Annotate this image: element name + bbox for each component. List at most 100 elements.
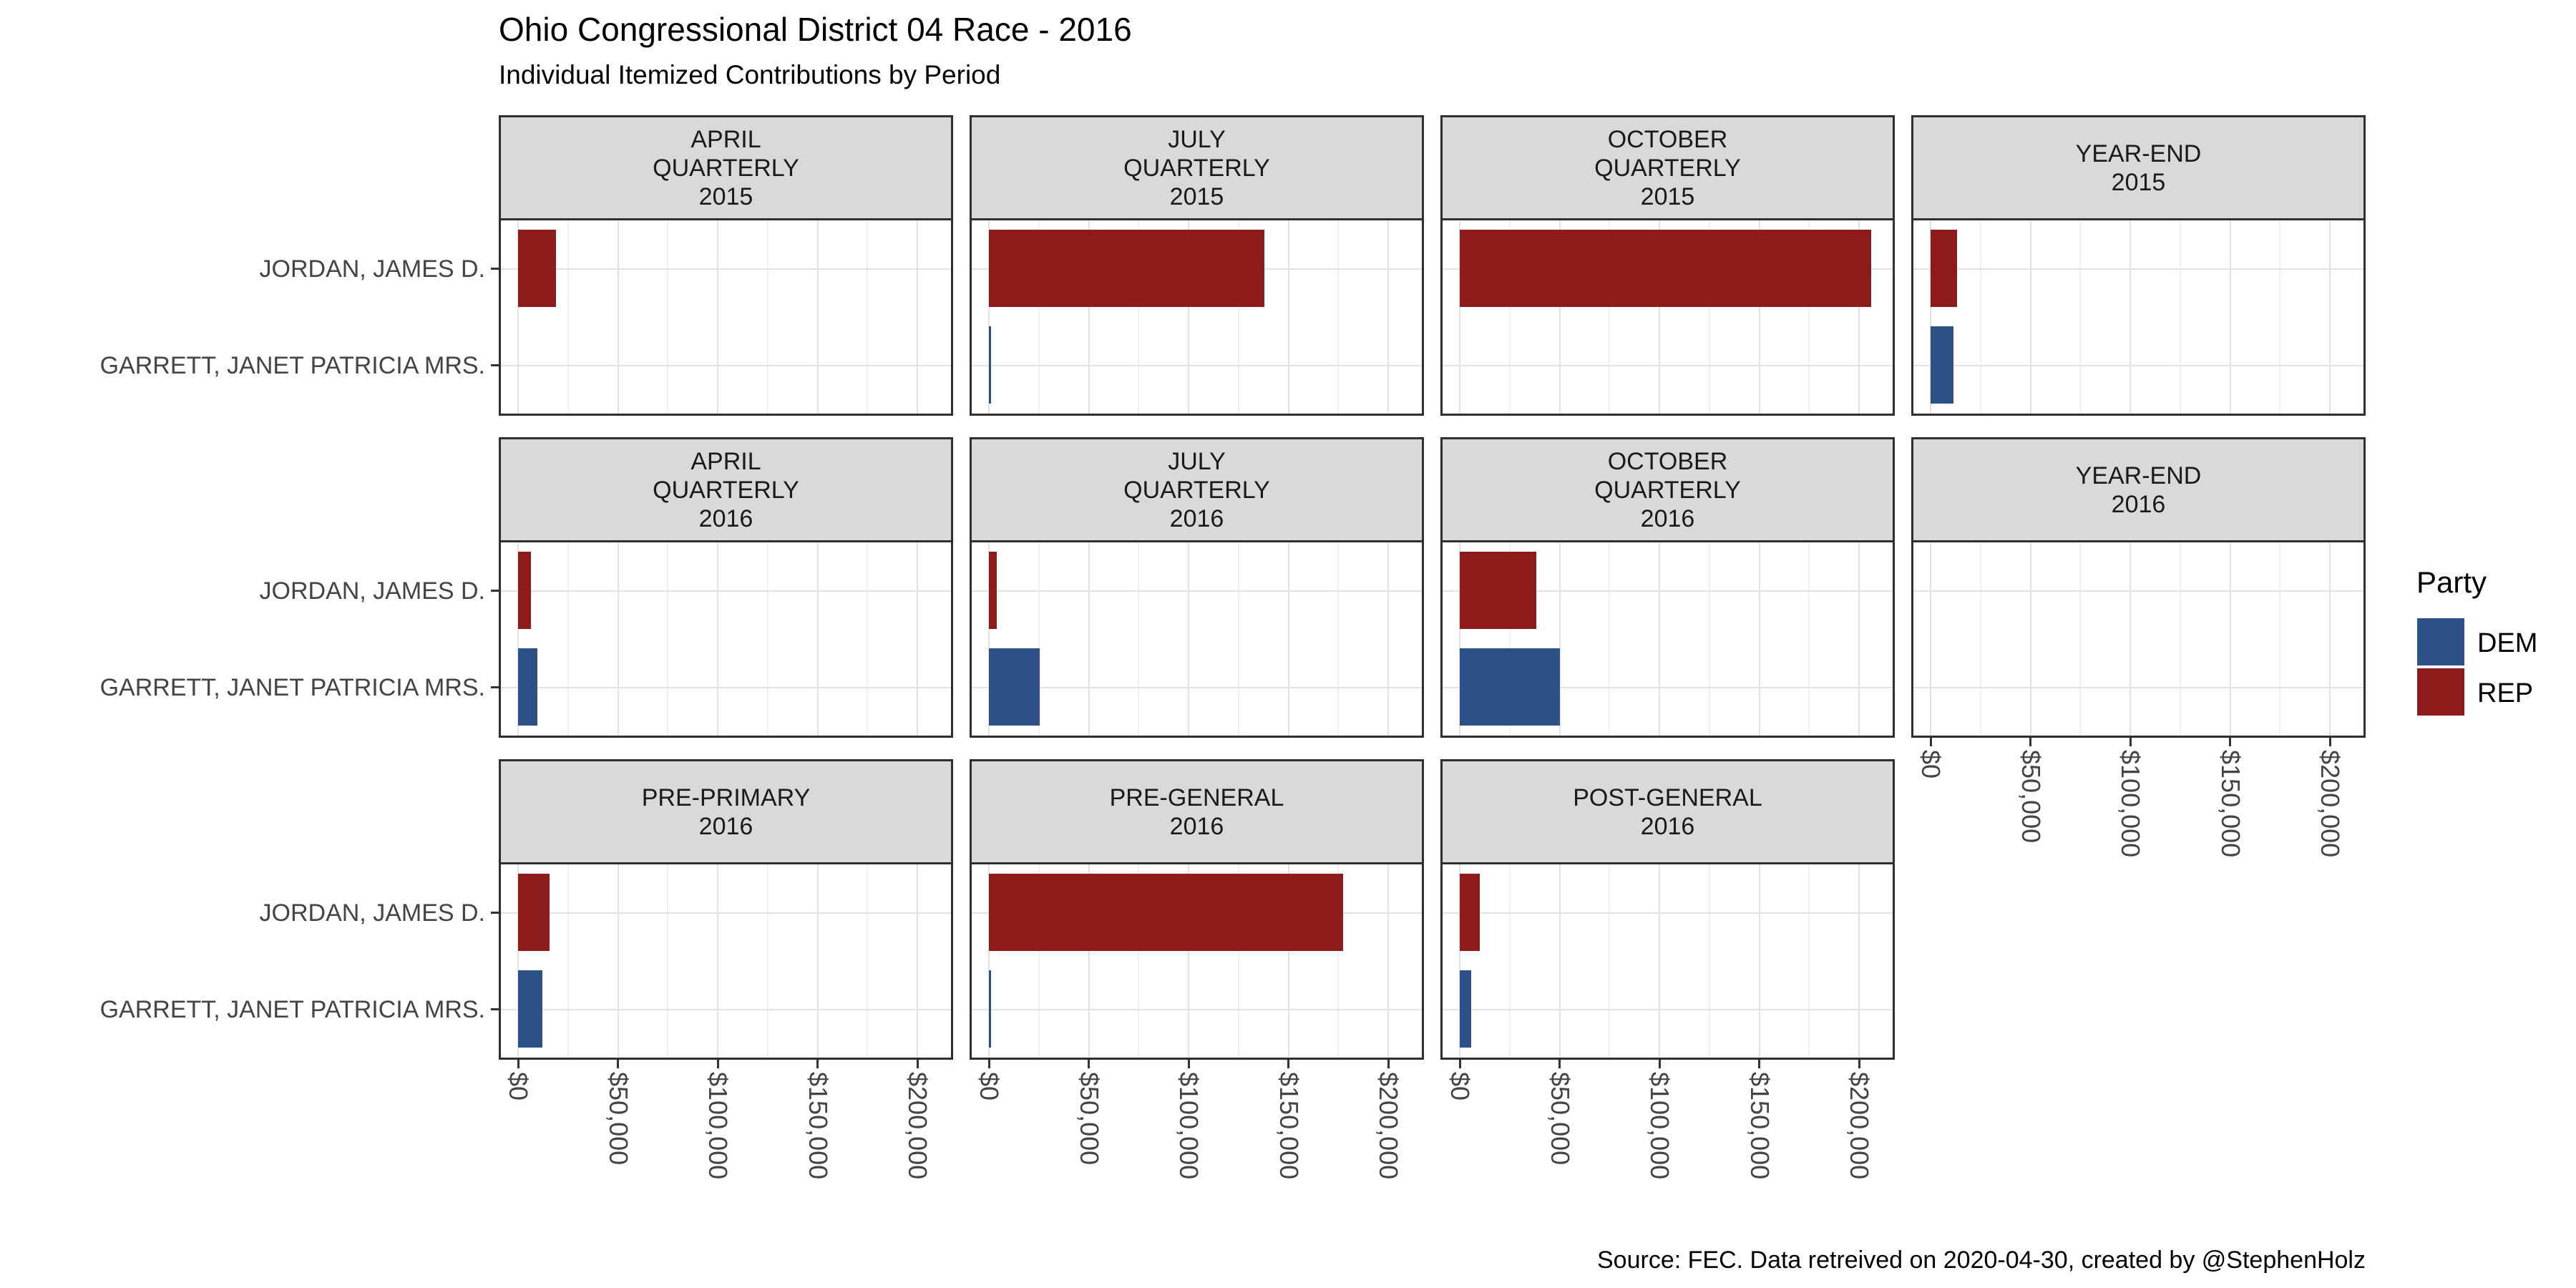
gridline-vertical (1979, 220, 1981, 414)
gridline-horizontal (1913, 590, 2363, 592)
facet-panel-july-quarterly-2015 (970, 220, 1424, 416)
x-axis-tick-label: $100,000 (703, 1072, 733, 1180)
bar-rep-july-quarterly-2016 (989, 552, 997, 629)
bar-dem-post-general-2016 (1460, 970, 1471, 1048)
gridline-vertical (867, 220, 869, 414)
gridline-vertical (988, 220, 990, 414)
x-axis-tick-label: $50,000 (1545, 1072, 1575, 1166)
gridline-vertical (1138, 220, 1140, 414)
y-axis-tick (491, 912, 499, 914)
gridline-vertical (917, 542, 918, 736)
gridline-vertical (988, 864, 990, 1058)
gridline-vertical (1287, 220, 1289, 414)
x-axis-tick-label: $150,000 (2215, 750, 2245, 858)
gridline-vertical (2079, 542, 2082, 736)
gridline-vertical (1387, 864, 1389, 1058)
gridline-vertical (2279, 220, 2281, 414)
gridline-vertical (2029, 542, 2031, 736)
gridline-vertical (1287, 864, 1289, 1058)
facet-panel-july-quarterly-2016 (970, 542, 1424, 738)
y-axis-tick (491, 686, 499, 688)
bar-dem-pre-general-2016 (989, 970, 991, 1048)
gridline-vertical (1038, 542, 1040, 736)
facet-header-post-general-2016: POST-GENERAL 2016 (1440, 759, 1895, 864)
bar-rep-april-quarterly-2016 (518, 552, 532, 629)
gridline-horizontal (501, 912, 951, 914)
gridline-vertical (816, 542, 819, 736)
gridline-vertical (816, 864, 819, 1058)
gridline-vertical (2229, 542, 2231, 736)
facet-panel-october-quarterly-2015 (1440, 220, 1895, 416)
gridline-horizontal (1913, 268, 2363, 270)
gridline-vertical (1558, 220, 1561, 414)
facet-header-april-quarterly-2015: APRIL QUARTERLY 2015 (499, 115, 953, 220)
gridline-vertical (1808, 542, 1810, 736)
x-axis-tick (1858, 1060, 1860, 1068)
bar-rep-april-quarterly-2015 (518, 230, 556, 307)
gridline-horizontal (501, 364, 951, 366)
gridline-vertical (1659, 542, 1660, 736)
gridline-vertical (917, 864, 918, 1058)
gridline-horizontal (501, 1008, 951, 1010)
gridline-vertical (1038, 220, 1040, 414)
facet-panel-pre-general-2016 (970, 864, 1424, 1060)
x-axis-tick (987, 1060, 990, 1068)
gridline-vertical (1459, 220, 1460, 414)
x-axis-tick-label: $200,000 (1374, 1072, 1403, 1180)
gridline-vertical (1659, 220, 1660, 414)
gridline-vertical (917, 220, 918, 414)
x-axis-tick-label: $150,000 (1745, 1072, 1775, 1180)
gridline-vertical (1459, 864, 1460, 1058)
x-axis-tick (617, 1060, 619, 1068)
x-axis-tick-label: $200,000 (1845, 1072, 1874, 1180)
gridline-vertical (1558, 864, 1561, 1058)
gridline-vertical (1038, 864, 1040, 1058)
gridline-vertical (1088, 864, 1090, 1058)
facet-header-pre-primary-2016: PRE-PRIMARY 2016 (499, 759, 953, 864)
gridline-vertical (567, 220, 569, 414)
gridline-vertical (816, 220, 819, 414)
y-axis-label: JORDAN, JAMES D. (259, 899, 485, 927)
x-axis-tick (816, 1060, 819, 1068)
x-axis-tick (716, 1060, 719, 1068)
gridline-vertical (867, 542, 869, 736)
gridline-vertical (1758, 864, 1760, 1058)
facet-header-year-end-2015: YEAR-END 2015 (1911, 115, 2366, 220)
y-axis-tick (491, 590, 499, 592)
gridline-vertical (988, 542, 990, 736)
gridline-vertical (1188, 220, 1189, 414)
y-axis-tick (491, 364, 499, 366)
gridline-horizontal (1443, 590, 1893, 592)
facet-header-april-quarterly-2016: APRIL QUARTERLY 2016 (499, 437, 953, 542)
x-axis-tick (2328, 738, 2331, 746)
gridline-vertical (1387, 220, 1389, 414)
gridline-vertical (1237, 542, 1239, 736)
gridline-horizontal (501, 268, 951, 270)
gridline-horizontal (972, 686, 1422, 688)
legend-title: Party (2416, 565, 2487, 599)
facet-panel-post-general-2016 (1440, 864, 1895, 1060)
bar-dem-july-quarterly-2016 (989, 648, 1040, 726)
gridline-vertical (1138, 542, 1140, 736)
gridline-horizontal (501, 590, 951, 592)
bar-rep-pre-general-2016 (989, 874, 1344, 951)
legend-label-rep: REP (2477, 678, 2534, 708)
gridline-vertical (2229, 220, 2231, 414)
gridline-horizontal (972, 364, 1422, 366)
x-axis-tick (1929, 738, 1932, 746)
gridline-vertical (667, 220, 669, 414)
gridline-vertical (1708, 864, 1710, 1058)
gridline-horizontal (1443, 912, 1893, 914)
gridline-vertical (617, 220, 619, 414)
source-caption: Source: FEC. Data retreived on 2020-04-3… (1597, 1246, 2366, 1274)
x-axis-tick (1558, 1060, 1561, 1068)
gridline-vertical (1609, 864, 1611, 1058)
bar-rep-post-general-2016 (1460, 874, 1480, 951)
gridline-horizontal (1443, 686, 1893, 688)
gridline-vertical (1387, 542, 1389, 736)
x-axis-tick (517, 1060, 519, 1068)
gridline-vertical (1508, 220, 1511, 414)
gridline-vertical (1930, 542, 1931, 736)
gridline-vertical (2329, 220, 2331, 414)
gridline-vertical (1088, 542, 1090, 736)
